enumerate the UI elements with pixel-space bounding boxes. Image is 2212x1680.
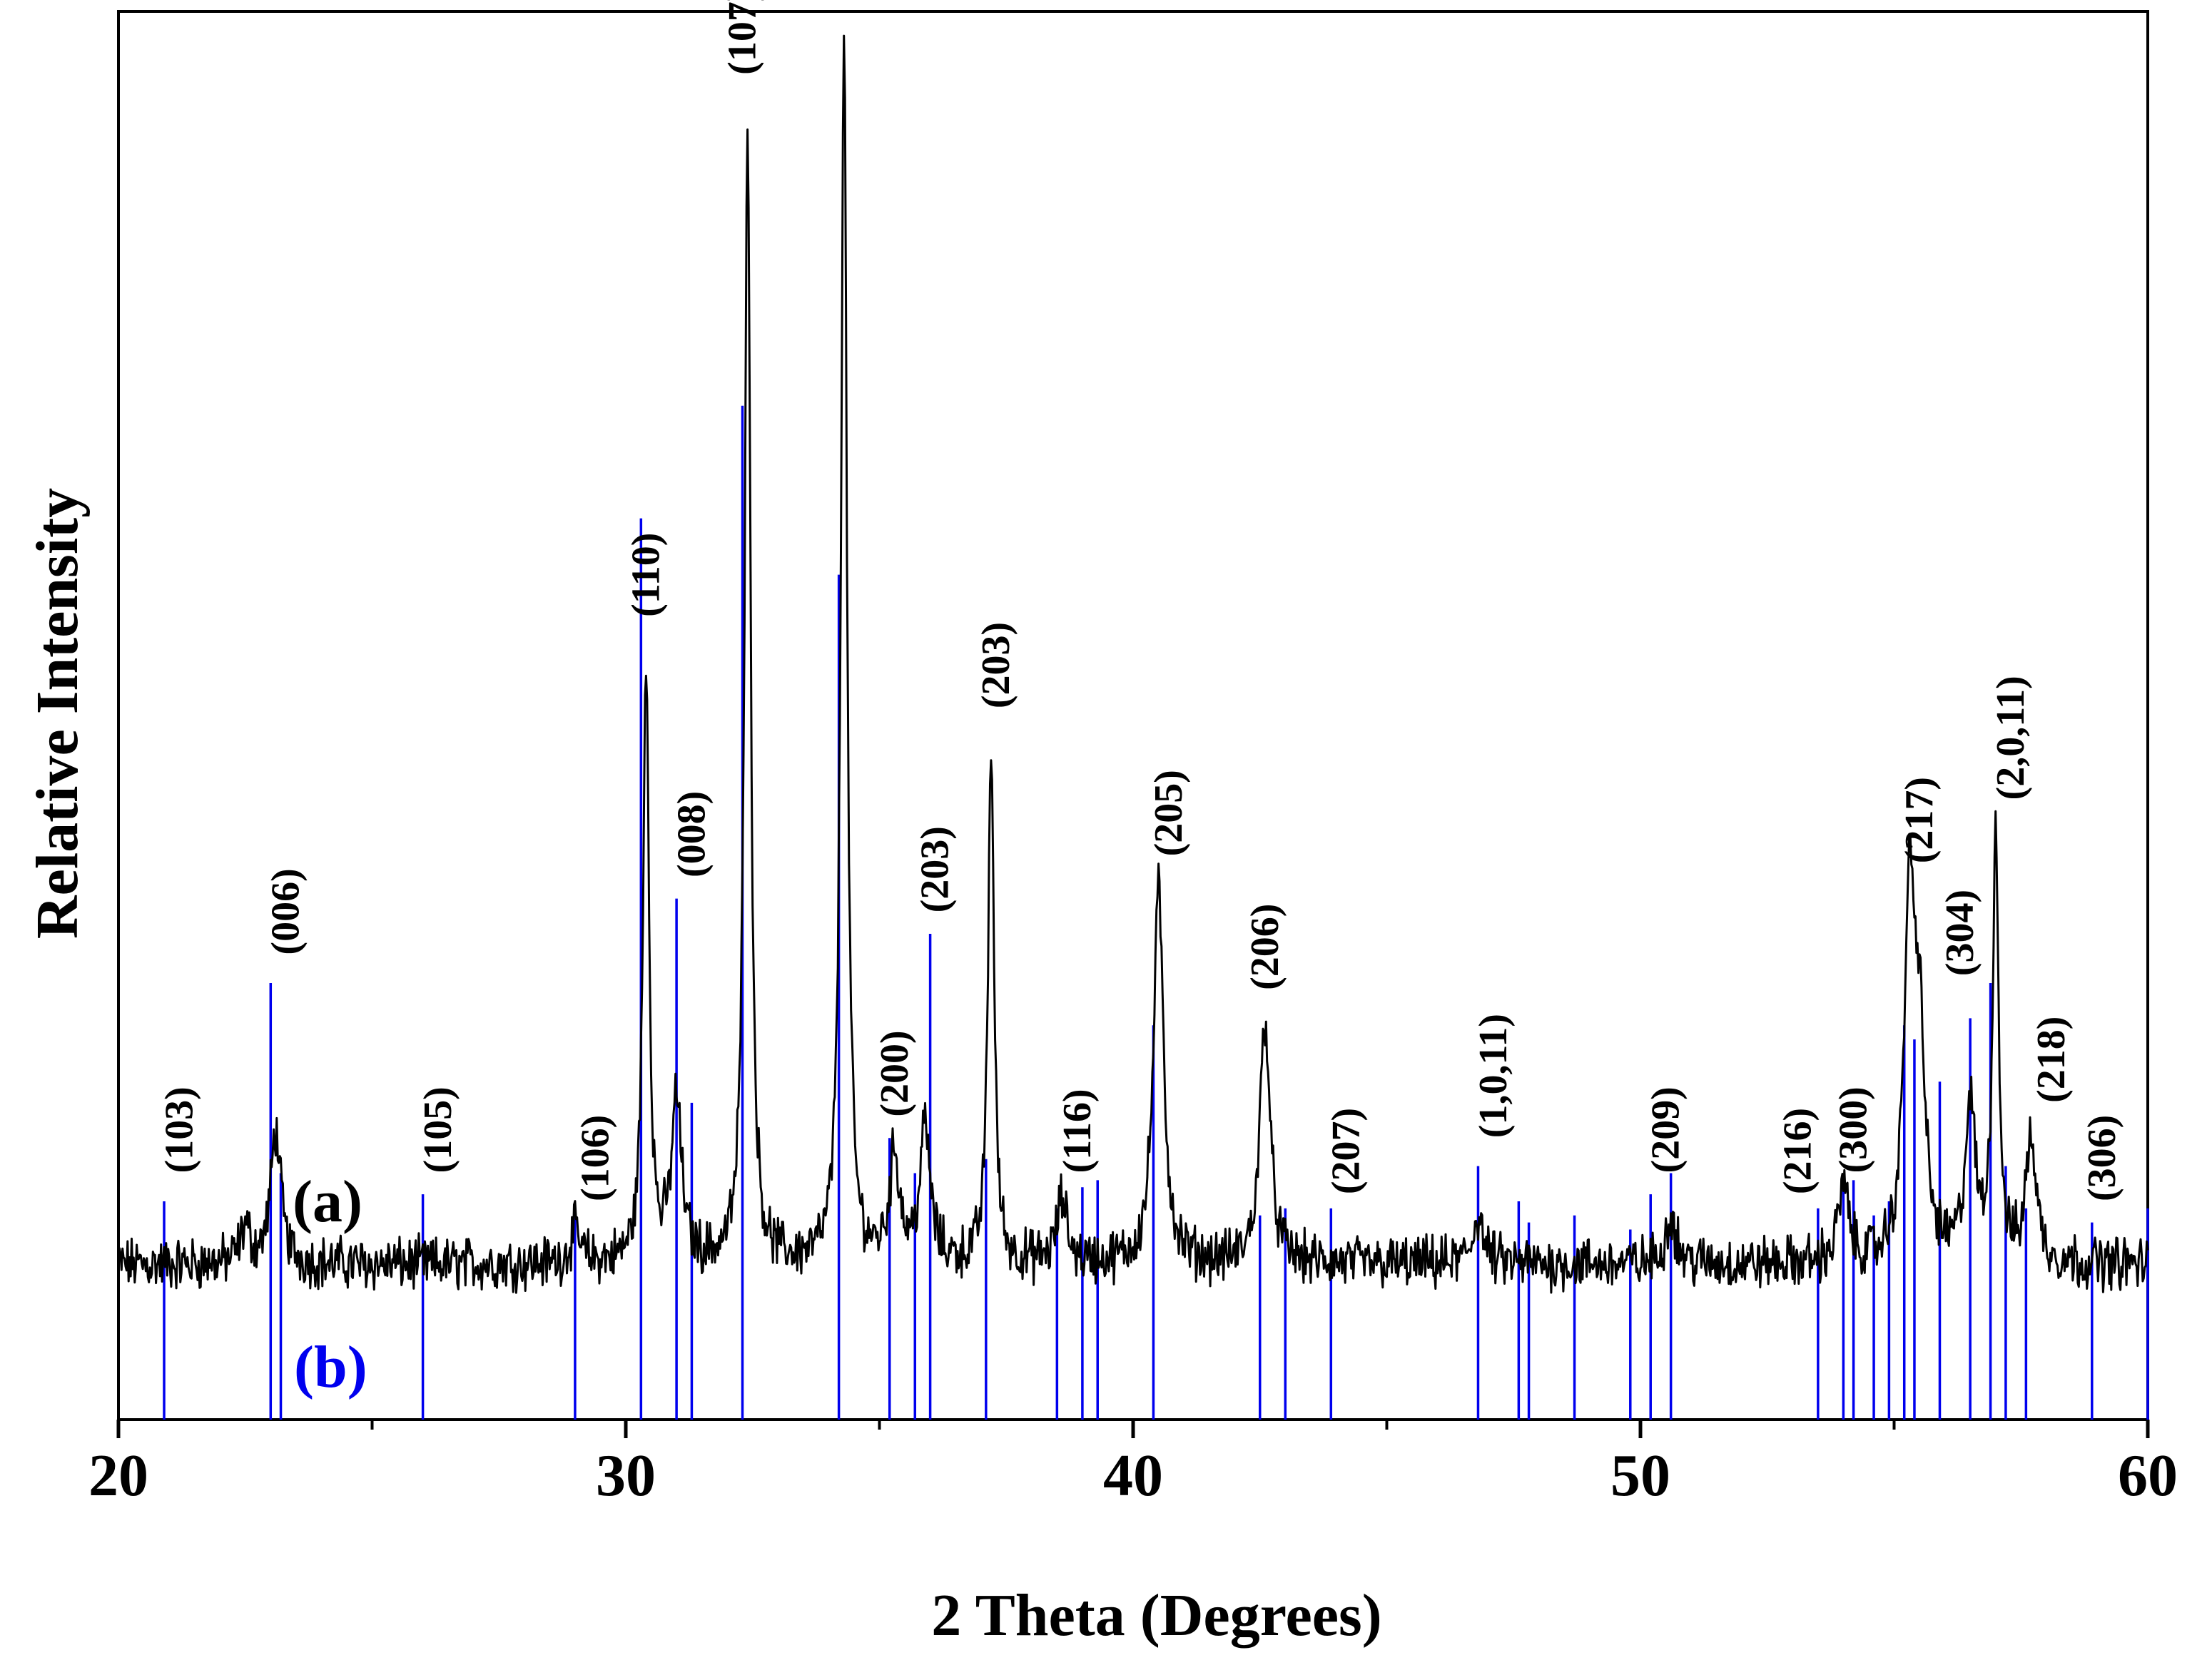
peak-label: (006) [264,868,308,954]
peak-label: (116) [1055,1089,1100,1173]
x-tick-label: 50 [1610,1442,1670,1509]
peak-label: (110) [624,533,668,617]
peak-label: (306) [2080,1115,2124,1201]
peak-label: (216) [1775,1108,1820,1194]
peak-label: (103) [157,1086,201,1173]
peak-label: (200) [873,1030,917,1116]
peak-label: (106) [573,1115,617,1201]
peak-label: (205) [1147,770,1191,856]
series-a-pattern [117,34,2149,1294]
legend-label-b: (b) [294,1334,367,1400]
x-tick-label: 60 [2118,1442,2178,1509]
peak-label: (218) [2029,1017,2074,1103]
peak-label: (008) [669,791,714,877]
series-legend: (a) (b) [293,1169,367,1400]
peak-label: (209) [1644,1086,1688,1173]
axes: 20 30 40 50 60 [88,1420,2178,1509]
peak-label: (1,0,11) [1471,1014,1516,1138]
peak-label: (203) [974,622,1018,708]
peak-label: (105) [416,1086,460,1173]
y-axis-title: Relative Intensity [24,488,91,939]
peak-label: (300) [1832,1086,1876,1173]
series-a-line [117,34,2149,1294]
x-tick-label: 30 [596,1442,656,1509]
peak-label: (203) [913,826,958,912]
peak-label: (304) [1938,890,1982,976]
peak-label: (2,0,11) [1989,676,2033,800]
legend-label-a: (a) [293,1169,362,1235]
peak-label: (207) [1324,1108,1369,1194]
x-tick-label: 20 [88,1442,148,1509]
peak-label: (217) [1897,777,1942,863]
peak-label: (206) [1243,904,1287,990]
peak-label: (107) [721,0,765,75]
x-axis-title: 2 Theta (Degrees) [931,1582,1381,1649]
x-tick-label: 40 [1103,1442,1163,1509]
peak-labels: (103)(006)(105)(106)(110)(008)(107)(114)… [157,0,2124,1201]
